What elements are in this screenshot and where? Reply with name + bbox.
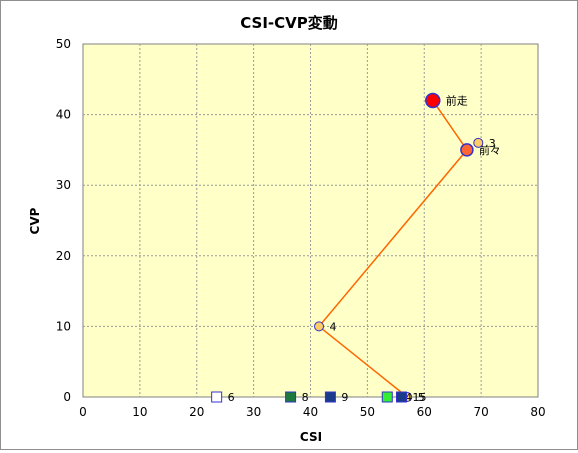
y-axis-ticks: 0 10 20 30 40 50 (56, 37, 71, 404)
x-tick-label: 20 (189, 405, 204, 419)
data-point-marker (473, 137, 484, 148)
data-point-marker (211, 391, 223, 403)
data-point-marker (396, 391, 407, 403)
x-tick-label: 80 (530, 405, 545, 419)
x-tick-label: 40 (303, 405, 318, 419)
data-point-label: 3 (489, 137, 496, 150)
x-tick-label: 30 (246, 405, 261, 419)
data-point-label: 前走 (446, 93, 468, 107)
x-tick-label: 50 (360, 405, 375, 419)
y-tick-label: 20 (56, 249, 71, 263)
x-tick-label: 0 (79, 405, 87, 419)
grid-lines (83, 44, 538, 397)
data-point-marker (324, 391, 336, 403)
data-point-label: 5 (418, 391, 425, 404)
x-tick-label: 10 (132, 405, 147, 419)
y-axis-label: CVP (28, 207, 42, 234)
data-point-marker (314, 321, 325, 332)
data-points: 前走前々3456891415 (211, 92, 501, 404)
data-point-label: 前々 (479, 143, 501, 157)
x-axis-label: CSI (300, 430, 322, 444)
data-point-label: 9 (341, 391, 348, 404)
data-point-label: 4 (330, 320, 337, 333)
chart-title: CSI-CVP変動 (240, 14, 338, 32)
y-tick-label: 10 (56, 319, 71, 333)
y-tick-label: 40 (56, 108, 71, 122)
x-tick-label: 70 (473, 405, 488, 419)
x-tick-label: 60 (417, 405, 432, 419)
data-point-marker (460, 143, 474, 157)
data-point-label: 15 (413, 391, 427, 404)
series-line-layer (317, 100, 468, 398)
data-point-marker (425, 92, 441, 109)
data-point-marker (285, 391, 297, 403)
x-axis-ticks: 0 10 20 30 40 50 60 70 80 (79, 405, 545, 419)
y-tick-label: 0 (63, 390, 71, 404)
data-point-label: 6 (228, 391, 235, 404)
series-line (317, 100, 468, 398)
y-tick-label: 30 (56, 178, 71, 192)
data-point-marker (381, 391, 393, 403)
data-point-label: 8 (302, 391, 309, 404)
y-tick-label: 50 (56, 37, 71, 51)
